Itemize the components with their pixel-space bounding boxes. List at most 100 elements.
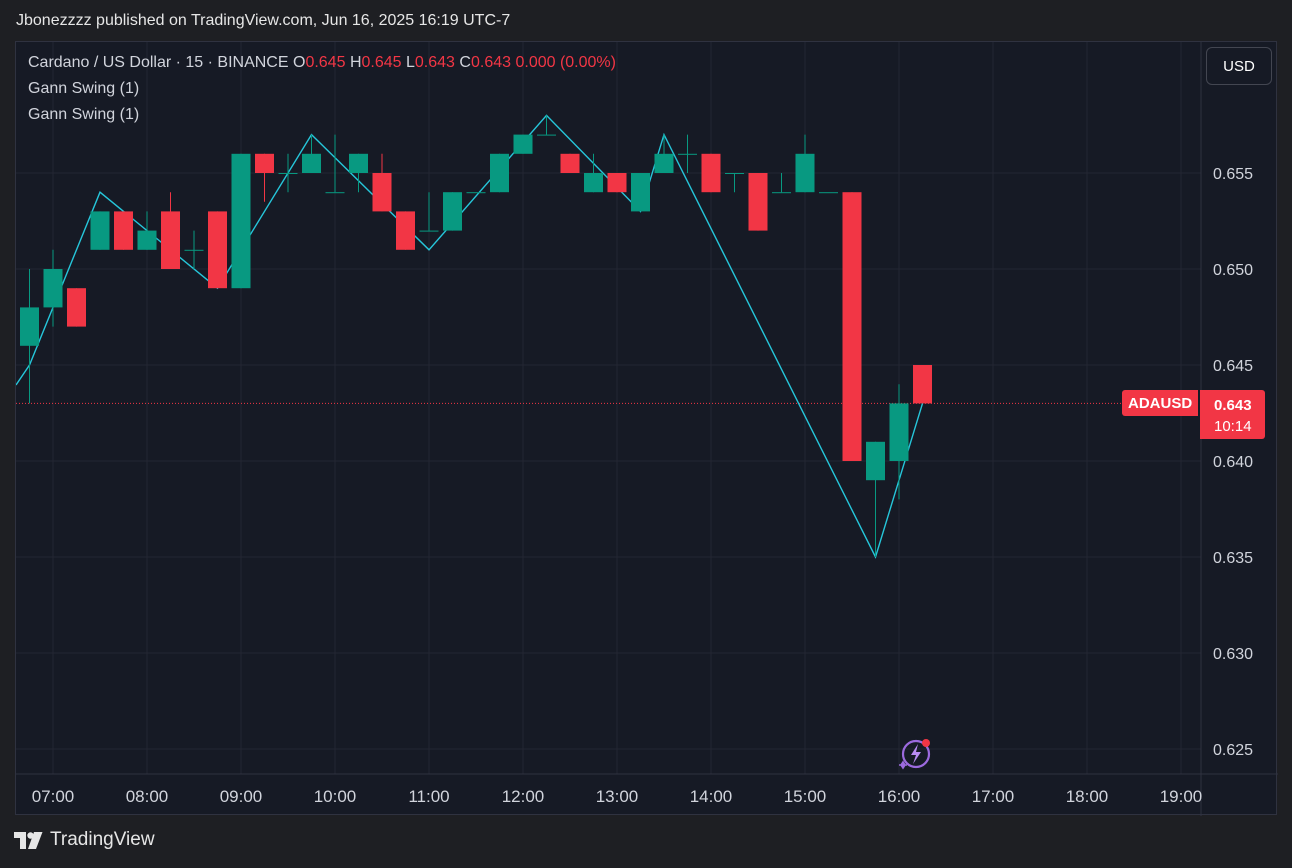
candle-body	[67, 288, 86, 327]
candle-body	[396, 211, 415, 250]
candle-body	[701, 153, 721, 193]
candle-body	[302, 153, 321, 173]
candle[interactable]	[490, 153, 509, 193]
candle[interactable]	[584, 153, 603, 193]
brand-name: TradingView	[50, 829, 155, 850]
candle[interactable]	[20, 269, 39, 404]
x-tick-label: 17:00	[972, 787, 1015, 806]
candle-body	[795, 153, 815, 193]
symbol-title[interactable]: Cardano / US Dollar · 15 · BINANCE	[28, 54, 289, 71]
x-tick-label: 14:00	[690, 787, 733, 806]
candle-body	[419, 230, 439, 232]
candle[interactable]	[866, 441, 885, 557]
low-value: 0.643	[414, 54, 455, 71]
close-value: 0.643	[470, 54, 512, 71]
x-tick-label: 16:00	[878, 787, 921, 806]
candle[interactable]	[231, 153, 251, 289]
candle[interactable]	[278, 153, 298, 193]
x-tick-label: 13:00	[596, 787, 639, 806]
candle-body	[725, 173, 744, 174]
candle-body	[255, 153, 274, 173]
candle-body	[678, 153, 697, 155]
indicator-legend-gann-swing-2[interactable]: Gann Swing (1)	[28, 106, 140, 123]
candle[interactable]	[725, 173, 744, 193]
candle[interactable]	[654, 134, 674, 173]
footer-brand: TradingView	[14, 829, 155, 851]
candle-body	[889, 403, 909, 461]
low-label: L	[406, 54, 415, 71]
candle[interactable]	[114, 211, 133, 250]
y-tick-label: 0.655	[1213, 166, 1253, 183]
candle-body	[819, 192, 838, 194]
bar-countdown: 10:14	[1214, 418, 1252, 435]
open-value: 0.645	[305, 54, 346, 71]
candle[interactable]	[537, 115, 556, 136]
candle[interactable]	[631, 173, 650, 212]
candle-body	[43, 269, 63, 308]
candle[interactable]	[67, 288, 86, 327]
candle[interactable]	[325, 134, 345, 194]
close-label: C	[459, 54, 471, 71]
candle[interactable]	[349, 153, 368, 193]
candle[interactable]	[889, 384, 909, 500]
candle-body	[866, 441, 885, 481]
y-tick-label: 0.645	[1213, 358, 1253, 375]
candle[interactable]	[748, 173, 768, 231]
candle[interactable]	[43, 249, 63, 327]
candle[interactable]	[161, 192, 180, 269]
candle[interactable]	[466, 192, 486, 194]
high-label: H	[349, 54, 362, 71]
candle[interactable]	[419, 192, 439, 232]
candle[interactable]	[372, 153, 392, 212]
y-tick-label: 0.650	[1213, 262, 1253, 279]
candle[interactable]	[701, 153, 721, 193]
currency-button[interactable]: USD	[1206, 47, 1272, 85]
candle[interactable]	[302, 134, 321, 173]
candle[interactable]	[513, 134, 533, 154]
price-chart[interactable]: 0.655 0.650 0.645 0.640 0.635 0.630 0.625 07:00…	[16, 42, 1278, 816]
candle-body	[278, 173, 298, 174]
candle-body	[842, 192, 862, 461]
candle[interactable]	[90, 211, 110, 250]
candle-body	[537, 134, 556, 136]
candle[interactable]	[842, 192, 862, 461]
candle[interactable]	[396, 211, 415, 250]
candle-body	[114, 211, 133, 250]
y-tick-label: 0.635	[1213, 550, 1253, 567]
candle-body	[231, 153, 251, 289]
x-tick-label: 07:00	[32, 787, 75, 806]
candle[interactable]	[443, 192, 462, 231]
candle[interactable]	[819, 192, 838, 194]
candle-body	[208, 211, 227, 289]
candle-body	[325, 192, 345, 194]
candle-body	[490, 153, 509, 193]
gann-swing-line	[16, 114, 924, 559]
candle[interactable]	[560, 153, 580, 173]
candle[interactable]	[137, 211, 157, 250]
indicator-legend-gann-swing-1[interactable]: Gann Swing (1)	[28, 80, 140, 97]
symbol-legend[interactable]: Cardano / US Dollar · 15 · BINANCE O0.64…	[28, 54, 616, 72]
candle[interactable]	[795, 134, 815, 193]
candle-body	[913, 365, 932, 404]
x-tick-label: 08:00	[126, 787, 169, 806]
y-tick-label: 0.640	[1213, 454, 1253, 471]
candle-body	[349, 153, 368, 173]
lightning-spark-icon[interactable]	[896, 735, 932, 771]
x-tick-label: 18:00	[1066, 787, 1109, 806]
candle-body	[584, 173, 603, 193]
last-price-value: 0.643	[1214, 397, 1252, 414]
candle[interactable]	[913, 365, 932, 404]
candle[interactable]	[772, 173, 791, 194]
chart-pane[interactable]: 0.655 0.650 0.645 0.640 0.635 0.630 0.625 07:00…	[15, 41, 1278, 816]
candle[interactable]	[255, 153, 274, 202]
x-tick-label: 15:00	[784, 787, 827, 806]
candle[interactable]	[184, 230, 204, 269]
tradingview-logo-icon	[14, 831, 43, 849]
candle[interactable]	[678, 134, 697, 173]
high-value: 0.645	[361, 54, 402, 71]
candle[interactable]	[208, 211, 227, 289]
x-tick-label: 09:00	[220, 787, 263, 806]
y-tick-label: 0.630	[1213, 646, 1253, 663]
candle-body	[748, 173, 768, 231]
candle[interactable]	[607, 173, 627, 193]
